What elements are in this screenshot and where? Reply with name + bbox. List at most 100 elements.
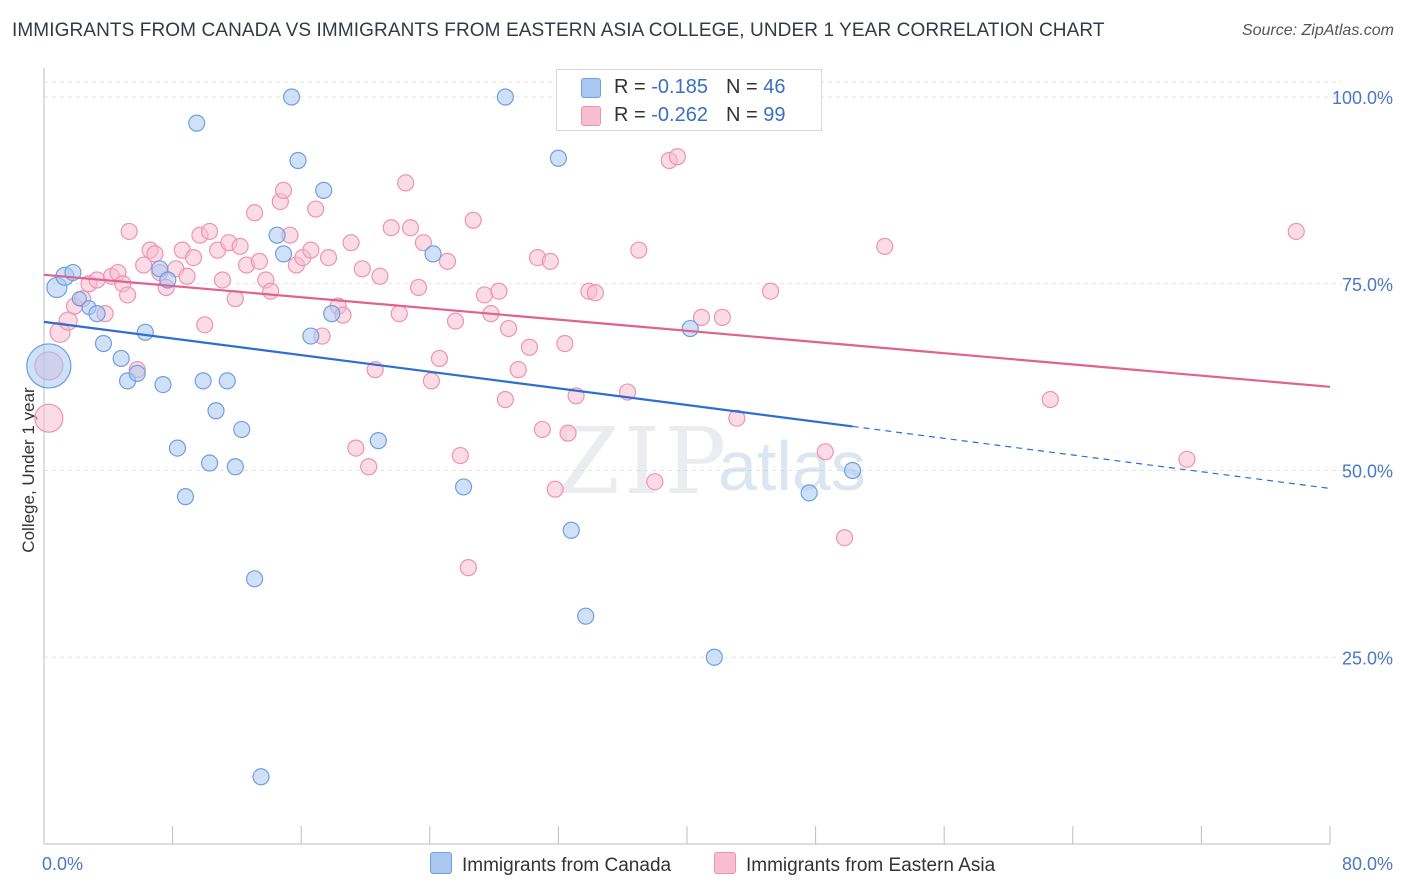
- x-tick-label: 80.0%: [1342, 854, 1393, 874]
- asia-point: [451, 446, 469, 465]
- asia-point: [499, 319, 518, 338]
- canada-point: [245, 570, 264, 588]
- asia-point: [342, 234, 360, 252]
- legend-row-asia: R = -0.262 N = 99: [557, 101, 821, 129]
- chart-title: IMMIGRANTS FROM CANADA VS IMMIGRANTS FRO…: [12, 20, 1105, 41]
- asia-point: [213, 271, 232, 289]
- bottom-legend-label-asia: Immigrants from Eastern Asia: [746, 855, 996, 876]
- canada-point: [112, 349, 130, 368]
- canada-point: [282, 88, 301, 106]
- asia-point: [646, 473, 664, 491]
- asia-point: [509, 361, 527, 379]
- series-canada-points: [26, 88, 862, 786]
- canada-point: [176, 488, 195, 506]
- asia-point: [496, 390, 514, 409]
- asia-point: [546, 480, 564, 498]
- bottom-legend-label-canada: Immigrants from Canada: [462, 855, 672, 876]
- legend-r-label: R =: [614, 76, 652, 98]
- asia-point: [1178, 450, 1196, 468]
- asia-point: [226, 290, 244, 308]
- x-tick-labels: 0.0% 80.0%: [42, 854, 1393, 874]
- axes: [43, 68, 1331, 845]
- correlation-legend: R = -0.185 N = 46 R = -0.262 N = 99: [556, 69, 822, 131]
- canada-point: [88, 305, 106, 323]
- asia-point: [118, 286, 137, 304]
- asia-point: [446, 312, 465, 330]
- legend-swatch-canada: [581, 78, 601, 98]
- grid-lines: [44, 81, 1342, 658]
- canada-point: [154, 375, 172, 394]
- asia-point: [835, 529, 854, 547]
- legend-text-asia: R = -0.262 N = 99: [614, 104, 785, 127]
- asia-point: [397, 174, 415, 192]
- asia-point: [184, 249, 203, 267]
- legend-n-label: N =: [725, 104, 764, 126]
- canada-point: [496, 88, 514, 106]
- asia-point: [135, 256, 153, 274]
- canada-point: [159, 271, 177, 289]
- canada-point: [94, 334, 113, 353]
- legend-n-value-canada: 46: [763, 76, 786, 98]
- trend-lines: [43, 273, 1331, 490]
- asia-point: [728, 409, 746, 427]
- canada-point: [843, 461, 862, 480]
- asia-point: [692, 308, 711, 326]
- canada-point: [549, 149, 568, 167]
- canada-point: [315, 181, 333, 199]
- watermark-atlas: atlas: [718, 427, 866, 505]
- asia-point: [409, 278, 428, 297]
- canada-point: [226, 458, 244, 476]
- canada-point: [454, 478, 473, 496]
- legend-swatch-asia: [581, 106, 601, 126]
- legend-r-label: R =: [614, 104, 652, 126]
- asia-point: [541, 252, 559, 270]
- canada-point: [289, 151, 307, 170]
- legend-row-canada: R = -0.185 N = 46: [557, 73, 821, 101]
- asia-point: [475, 286, 494, 304]
- asia-point: [146, 245, 164, 263]
- canada-point: [233, 420, 251, 439]
- canada-point: [302, 327, 320, 345]
- legend-r-value-asia: -0.262: [651, 104, 708, 126]
- canada-point: [26, 343, 72, 389]
- y-tick-label: 50.0%: [1342, 462, 1393, 482]
- asia-point: [713, 308, 731, 326]
- canada-point: [323, 305, 341, 323]
- asia-point: [250, 252, 269, 270]
- bottom-legend-asia: Immigrants from Eastern Asia: [714, 852, 995, 877]
- asia-point: [422, 372, 441, 390]
- canada-point: [168, 439, 187, 457]
- asia-point: [382, 219, 400, 237]
- legend-n-value-asia: 99: [763, 104, 786, 126]
- canada-point: [252, 768, 270, 786]
- canada-point: [218, 372, 236, 390]
- watermark-zip: ZIP: [556, 408, 730, 515]
- asia-point: [58, 311, 78, 331]
- trend-line-canada: [43, 320, 853, 428]
- asia-point: [360, 458, 378, 476]
- asia-point: [196, 316, 214, 334]
- bottom-legend-swatch-asia: [714, 852, 736, 874]
- canada-point: [800, 484, 818, 502]
- asia-point: [307, 200, 325, 218]
- asia-point: [231, 237, 249, 255]
- asia-point: [274, 181, 293, 199]
- canada-point: [274, 245, 293, 263]
- asia-point: [120, 222, 138, 241]
- canada-point: [369, 432, 387, 450]
- trend-line-asia: [43, 273, 1331, 388]
- canada-point: [424, 245, 442, 263]
- asia-point: [1041, 390, 1059, 409]
- asia-point: [459, 559, 477, 577]
- canada-point: [136, 323, 154, 341]
- asia-point: [816, 443, 834, 461]
- canada-point: [705, 648, 723, 666]
- canada-point: [268, 226, 286, 244]
- asia-point: [262, 282, 280, 300]
- asia-point: [245, 204, 264, 222]
- asia-point: [556, 334, 574, 353]
- y-tick-label: 75.0%: [1342, 275, 1393, 295]
- asia-point: [302, 241, 320, 259]
- canada-point: [562, 521, 580, 539]
- asia-point: [1287, 222, 1305, 241]
